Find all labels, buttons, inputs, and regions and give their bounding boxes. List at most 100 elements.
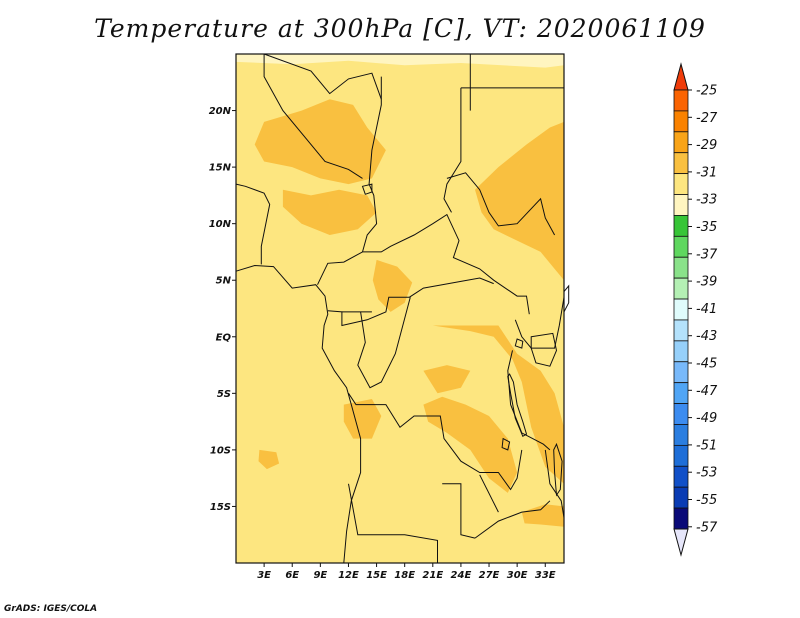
colorbar-segment xyxy=(673,444,689,467)
lat-tick-label: 15S xyxy=(210,502,231,513)
lake-outline xyxy=(501,437,511,451)
lon-tick-label: 33E xyxy=(535,570,556,581)
lat-tick-label: EQ xyxy=(216,332,232,343)
colorbar-bottom-arrow xyxy=(673,528,689,557)
border-line xyxy=(317,251,363,285)
border-line xyxy=(235,264,362,564)
colorbar-label: -37 xyxy=(696,247,718,262)
lat-tick-label: 5N xyxy=(216,276,232,287)
field-warm-patch xyxy=(423,365,471,394)
lon-tick-label: 15E xyxy=(366,570,387,581)
border-line xyxy=(544,449,565,518)
colorbar-segment xyxy=(673,361,689,384)
colorbar-label: -43 xyxy=(696,329,717,344)
temperature-field xyxy=(236,54,564,563)
lon-tick-label: 27E xyxy=(479,570,500,581)
colorbar-label: -47 xyxy=(696,384,718,399)
field-warm-patch xyxy=(343,399,382,439)
chart-title: Temperature at 300hPa [C], VT: 202006110… xyxy=(94,14,706,43)
colorbar-segment xyxy=(673,131,689,154)
field-warm-patch xyxy=(254,99,386,185)
border-line xyxy=(263,54,363,179)
colorbar-label: -25 xyxy=(696,84,717,99)
colorbar-segment xyxy=(673,277,689,300)
lon-tick-label: 18E xyxy=(394,570,415,581)
colorbar-label: -29 xyxy=(696,138,717,153)
country-borders xyxy=(235,53,570,564)
colorbar-label: -33 xyxy=(696,193,717,208)
colorbar-segment xyxy=(673,215,689,237)
field-warm-patch xyxy=(475,121,564,281)
colorbar-label: -41 xyxy=(696,302,717,317)
lake-outline xyxy=(563,284,570,313)
colorbar-segment xyxy=(673,152,689,175)
border-line xyxy=(361,76,530,315)
colorbar-segment xyxy=(673,319,689,342)
lon-tick-label: 24E xyxy=(451,570,472,581)
lake-outline xyxy=(514,338,524,349)
lat-tick-label: 20N xyxy=(209,106,232,117)
colorbar-segment xyxy=(673,256,689,279)
colorbar-label: -53 xyxy=(696,466,717,481)
lat-tick-label: 15N xyxy=(209,163,232,174)
lake-outline xyxy=(507,373,528,438)
colorbar-segment xyxy=(673,486,689,509)
colorbar-label: -39 xyxy=(696,275,717,290)
lon-tick-label: 9E xyxy=(313,570,327,581)
border-line xyxy=(442,483,476,539)
colorbar-label: -49 xyxy=(696,411,717,426)
border-line xyxy=(446,172,556,236)
field-warm-patch xyxy=(282,189,377,235)
colorbar-segment xyxy=(673,403,689,425)
colorbar-label: -31 xyxy=(696,165,717,180)
border-line xyxy=(235,183,271,265)
field-warm-patch xyxy=(258,449,280,470)
colorbar-segment xyxy=(673,340,689,363)
colorbar-label: -57 xyxy=(696,520,718,535)
lake-outline xyxy=(361,183,373,195)
lon-tick-label: 12E xyxy=(338,570,359,581)
border-line xyxy=(357,297,411,389)
border-line xyxy=(474,500,551,539)
lat-tick-label: 5S xyxy=(217,389,231,400)
border-line xyxy=(514,297,565,349)
colorbar-segment xyxy=(673,235,689,258)
field-cool-band xyxy=(236,54,564,68)
colorbar-top-arrow xyxy=(673,62,689,91)
grads-credit: GrADS: IGES/COLA xyxy=(4,604,98,614)
lat-tick-label: 10S xyxy=(210,445,231,456)
colorbar-segment xyxy=(673,89,689,112)
border-line xyxy=(263,53,382,100)
border-line xyxy=(507,350,551,451)
map-frame xyxy=(235,53,565,564)
lon-tick-label: 6E xyxy=(285,570,299,581)
colorbar-label: -55 xyxy=(696,493,717,508)
border-line xyxy=(348,483,438,563)
lake-outline xyxy=(553,442,563,497)
colorbar-segment xyxy=(673,507,689,530)
field-warm-patch xyxy=(372,259,413,312)
colorbar: -25 -27 -29 -31 -33 -35 -37 -39 -41 -43 -45 -47 -49 -… xyxy=(673,62,718,557)
colorbar-label: -51 xyxy=(696,438,717,453)
lake-outline xyxy=(530,332,558,367)
colorbar-segment xyxy=(673,110,689,133)
lon-tick-label: 30E xyxy=(507,570,528,581)
colorbar-label: -35 xyxy=(696,220,717,235)
colorbar-segment xyxy=(673,298,689,321)
border-line xyxy=(348,393,523,491)
colorbar-label: -27 xyxy=(696,111,718,126)
colorbar-segment xyxy=(673,465,689,488)
lat-tick-label: 10N xyxy=(209,219,232,230)
colorbar-segment xyxy=(673,424,689,446)
border-line xyxy=(443,87,462,213)
colorbar-segment xyxy=(673,173,689,195)
latitude-axis: 20N 15N 10N 5N EQ 5S 10S 15S xyxy=(209,106,236,513)
field-warm-patch xyxy=(521,504,564,527)
lon-tick-label: 21E xyxy=(422,570,443,581)
field-warm-patch xyxy=(423,396,518,493)
lon-tick-label: 3E xyxy=(257,570,271,581)
border-line xyxy=(479,474,499,513)
longitude-axis: 3E 6E 9E 12E 15E 18E 21E 24E 27E 30E 33E xyxy=(257,563,556,581)
colorbar-segment xyxy=(673,382,689,404)
